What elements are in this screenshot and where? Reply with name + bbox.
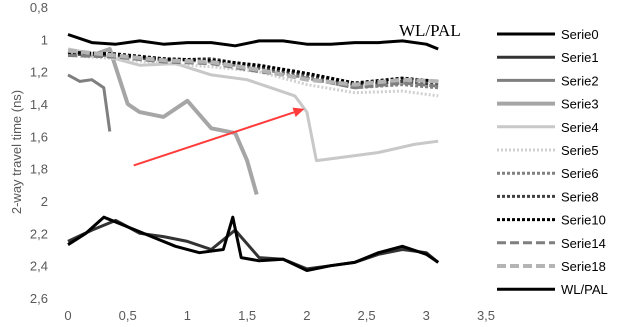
y-axis-label: 2-way travel time (ns) [9,90,24,214]
legend-label-serie18: Serie18 [561,259,606,274]
x-tick-label: 0,5 [119,308,137,323]
x-tick-label: 3,5 [477,308,495,323]
series-line-serie4 [67,47,439,163]
x-tick-label: 3 [423,308,430,323]
x-axis: 0 0,5 1 1,5 2 2,5 3 3,5 [64,308,495,323]
series-line-serie2 [67,73,112,132]
legend-label-serie1: Serie1 [561,50,599,65]
y-tick-label: 1,8 [30,162,48,177]
series-line-serie1 [67,218,440,271]
y-tick-label: 1,2 [30,65,48,80]
legend: Serie0 Serie1 Serie2 Serie3 Serie4 Serie5 Seri… [497,27,608,297]
x-tick-label: 2,5 [358,308,376,323]
plot-area [67,33,440,272]
legend-label-serie14: Serie14 [561,236,606,251]
y-tick-label: 1,4 [30,97,48,112]
y-axis: 0,8 1 1,2 1,4 1,6 1,8 2 2,2 2,4 2,6 [30,0,48,306]
series-line-serie0 [67,33,439,51]
y-tick-label: 1,6 [30,129,48,144]
legend-label-serie3: Serie3 [561,97,599,112]
annotations: WL/PAL [133,21,461,167]
legend-label-serie4: Serie4 [561,120,599,135]
y-tick-label: 2,2 [30,226,48,241]
y-tick-label: 2,6 [30,291,48,306]
legend-label-serie10: Serie10 [561,213,606,228]
y-tick-label: 1 [41,32,48,47]
series-line-serie5 [67,54,439,98]
x-tick-label: 1,5 [238,308,256,323]
trend-arrow [133,111,295,167]
legend-label-wl-pal: WL/PAL [561,282,608,297]
legend-label-serie5: Serie5 [561,143,599,158]
legend-label-serie6: Serie6 [561,166,599,181]
x-tick-label: 1 [184,308,191,323]
y-tick-label: 2,4 [30,259,48,274]
series-line-serie3 [67,47,259,196]
x-tick-label: 2 [303,308,310,323]
series-line-serie10 [67,50,439,85]
legend-label-serie0: Serie0 [561,27,599,42]
trend-arrow-head [292,107,305,118]
wl-pal-annotation: WL/PAL [399,21,461,40]
y-tick-label: 0,8 [30,0,48,15]
x-tick-label: 0 [64,308,71,323]
y-tick-label: 2 [41,194,48,209]
legend-label-serie8: Serie8 [561,189,599,204]
series-line-wl-pal [67,215,440,272]
legend-label-serie2: Serie2 [561,73,599,88]
